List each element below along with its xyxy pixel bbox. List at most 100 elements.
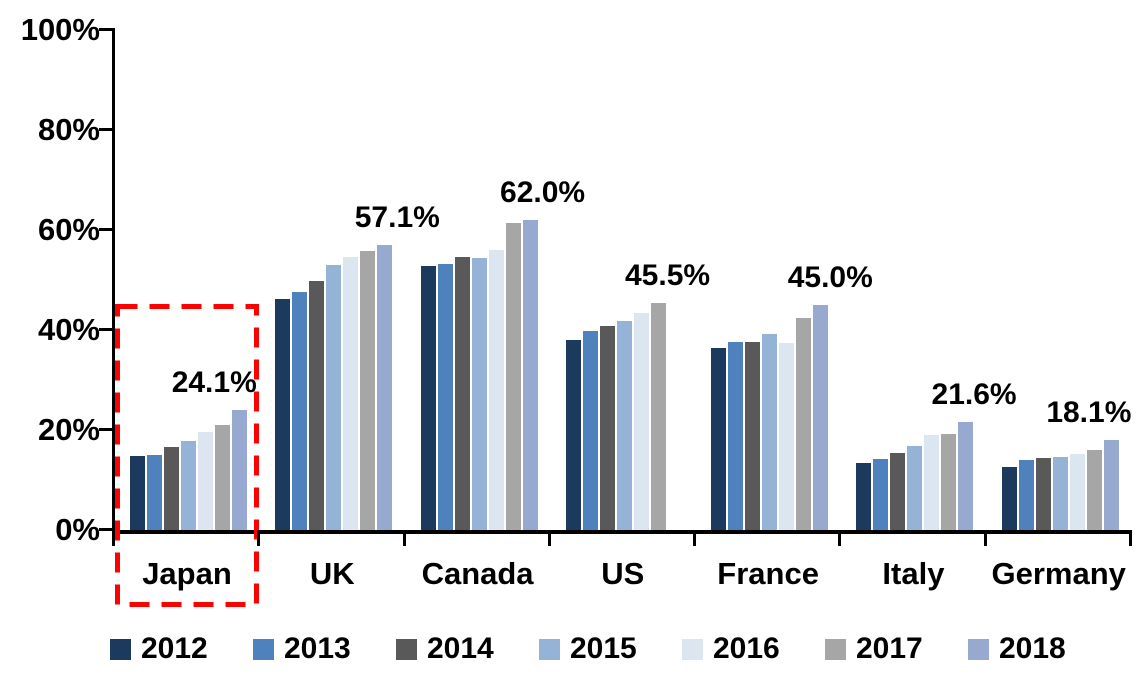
bar-germany-2018 bbox=[1103, 439, 1119, 530]
bar-germany-2012 bbox=[1001, 466, 1017, 530]
category-label-germany: Germany bbox=[991, 556, 1126, 591]
y-tick-mark bbox=[99, 228, 114, 231]
legend-item-2013: 2013 bbox=[253, 630, 396, 668]
bar-germany-2013 bbox=[1018, 459, 1034, 530]
data-label-uk: 57.1% bbox=[354, 200, 440, 234]
legend-swatch-2017 bbox=[825, 638, 846, 660]
bar-japan-2016 bbox=[198, 431, 213, 530]
category-label-italy: Italy bbox=[882, 556, 945, 591]
y-tick-label-60: 60% bbox=[37, 212, 100, 247]
y-tick-label-0: 0% bbox=[55, 512, 100, 547]
y-tick-label-80: 80% bbox=[37, 112, 100, 147]
bar-germany-2016 bbox=[1069, 453, 1085, 530]
bar-italy-2014 bbox=[890, 453, 906, 530]
bar-japan-2017 bbox=[215, 425, 230, 530]
bar-canada-2017 bbox=[505, 222, 521, 530]
x-tick-mark bbox=[402, 530, 406, 546]
legend-item-2017: 2017 bbox=[825, 630, 968, 668]
data-label-japan: 24.1% bbox=[171, 365, 257, 399]
legend-swatch-2016 bbox=[682, 638, 703, 660]
bar-japan-2014 bbox=[164, 447, 179, 530]
legend-item-2014: 2014 bbox=[396, 630, 539, 668]
y-tick-mark bbox=[99, 528, 114, 531]
bar-france-2018 bbox=[813, 305, 829, 530]
legend-label-2017: 2017 bbox=[856, 632, 923, 665]
bar-us-2015 bbox=[616, 320, 632, 530]
y-tick-mark bbox=[99, 128, 114, 131]
bar-us-2014 bbox=[599, 325, 615, 530]
y-tick-label-40: 40% bbox=[37, 312, 100, 347]
bar-uk-2016 bbox=[343, 256, 359, 530]
legend-item-2016: 2016 bbox=[682, 630, 825, 668]
bar-japan-2015 bbox=[181, 441, 196, 530]
bar-canada-2013 bbox=[437, 263, 453, 530]
bar-japan-2018 bbox=[232, 409, 247, 530]
bar-canada-2016 bbox=[488, 250, 504, 530]
bar-france-2014 bbox=[745, 342, 761, 530]
legend: 2012 2013 2014 2015 2016 2017 2018 bbox=[110, 630, 1111, 668]
data-label-canada: 62.0% bbox=[500, 176, 586, 209]
bar-us-2017 bbox=[650, 302, 666, 530]
legend-label-2016: 2016 bbox=[713, 632, 780, 665]
legend-swatch-2018 bbox=[968, 638, 989, 660]
bar-italy-2015 bbox=[907, 445, 923, 530]
legend-swatch-2012 bbox=[110, 638, 131, 660]
legend-label-2014: 2014 bbox=[427, 632, 494, 665]
x-tick-mark bbox=[257, 530, 261, 546]
bar-germany-2014 bbox=[1035, 458, 1051, 530]
category-label-canada: Canada bbox=[421, 556, 534, 591]
x-tick-mark bbox=[112, 530, 115, 546]
y-tick-label-20: 20% bbox=[37, 412, 100, 447]
bar-japan-2013 bbox=[147, 455, 162, 530]
legend-item-2018: 2018 bbox=[968, 630, 1111, 668]
x-tick-mark bbox=[547, 530, 551, 546]
x-tick-mark bbox=[983, 530, 987, 546]
bar-us-2016 bbox=[633, 312, 649, 530]
y-tick-label-100: 100% bbox=[20, 12, 100, 47]
legend-swatch-2015 bbox=[539, 638, 560, 660]
bar-canada-2012 bbox=[420, 265, 436, 530]
legend-item-2012: 2012 bbox=[110, 630, 253, 668]
bar-japan-2012 bbox=[130, 456, 145, 530]
bar-uk-2012 bbox=[275, 298, 291, 530]
bar-canada-2018 bbox=[522, 220, 538, 530]
legend-label-2012: 2012 bbox=[141, 632, 208, 665]
x-tick-mark bbox=[838, 530, 842, 546]
y-tick-mark bbox=[99, 28, 114, 31]
bar-canada-2015 bbox=[471, 257, 487, 530]
legend-label-2013: 2013 bbox=[284, 632, 351, 665]
y-axis-line bbox=[112, 28, 115, 533]
bar-italy-2013 bbox=[873, 459, 889, 530]
legend-item-2015: 2015 bbox=[539, 630, 682, 668]
bar-canada-2014 bbox=[454, 256, 470, 530]
category-label-uk: UK bbox=[309, 556, 355, 591]
bar-italy-2017 bbox=[941, 434, 957, 530]
bar-france-2017 bbox=[796, 318, 812, 530]
bar-germany-2015 bbox=[1052, 456, 1068, 530]
bar-france-2012 bbox=[711, 347, 727, 530]
category-label-japan: Japan bbox=[142, 556, 232, 591]
bar-italy-2018 bbox=[958, 422, 974, 530]
legend-label-2015: 2015 bbox=[570, 632, 637, 665]
data-label-germany: 18.1% bbox=[1046, 395, 1132, 429]
bar-uk-2015 bbox=[326, 265, 342, 530]
legend-swatch-2013 bbox=[253, 638, 274, 660]
x-axis-line bbox=[112, 530, 1132, 534]
bar-france-2016 bbox=[779, 342, 795, 530]
bar-uk-2017 bbox=[360, 251, 376, 530]
bar-france-2013 bbox=[728, 341, 744, 530]
bar-uk-2014 bbox=[309, 280, 325, 530]
bar-uk-2013 bbox=[292, 291, 308, 530]
bar-france-2015 bbox=[762, 333, 778, 530]
bar-us-2013 bbox=[582, 330, 598, 530]
x-tick-mark bbox=[1129, 530, 1132, 546]
data-label-italy: 21.6% bbox=[931, 378, 1017, 411]
legend-label-2018: 2018 bbox=[999, 632, 1066, 665]
bar-us-2012 bbox=[565, 339, 581, 530]
y-tick-mark bbox=[99, 328, 114, 331]
category-label-us: US bbox=[601, 556, 645, 591]
data-label-us: 45.5% bbox=[624, 258, 711, 292]
y-tick-mark bbox=[99, 428, 114, 431]
legend-swatch-2014 bbox=[396, 638, 417, 660]
